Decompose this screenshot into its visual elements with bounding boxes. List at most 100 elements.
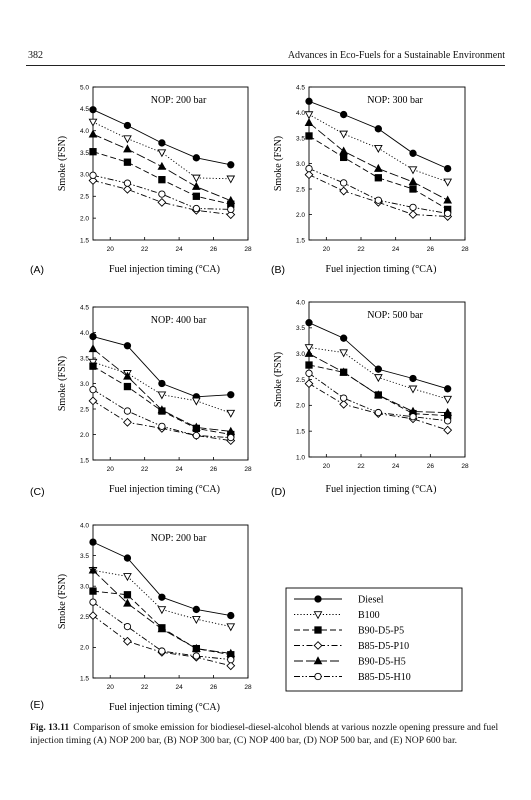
data-point xyxy=(123,591,132,599)
data-point xyxy=(158,647,166,655)
legend-label: B85-D5-P10 xyxy=(358,641,409,652)
data-point xyxy=(123,636,132,646)
x-tick-label: 24 xyxy=(175,466,183,473)
data-point xyxy=(88,611,98,621)
chart-title: NOP: 300 bar xyxy=(367,95,423,106)
data-point xyxy=(123,417,132,427)
data-point xyxy=(89,106,97,114)
data-point xyxy=(88,129,98,138)
x-tick-label: 22 xyxy=(357,246,365,253)
chart-panel-c: 20 22 24 26 28 1.5 2.0 2.5 3.0 3.5 4.0 4.5 NOP: 400 … xyxy=(30,304,252,498)
panel-label: (D) xyxy=(271,486,286,498)
y-tick-label: 3.0 xyxy=(80,584,89,591)
data-point xyxy=(89,587,97,595)
data-point xyxy=(123,158,132,166)
data-point xyxy=(123,407,132,415)
data-point xyxy=(89,598,97,606)
y-tick-label: 2.0 xyxy=(296,403,305,410)
data-point xyxy=(123,121,132,130)
y-tick-label: 3.5 xyxy=(80,150,89,157)
data-point xyxy=(444,385,452,393)
data-point xyxy=(305,97,313,105)
series-b90-d5-h5 xyxy=(304,117,453,204)
data-point xyxy=(89,385,97,394)
y-tick-label: 4.5 xyxy=(80,106,89,113)
data-point xyxy=(226,175,236,184)
data-point xyxy=(339,130,349,139)
legend-entry: B85-D5-P10 xyxy=(294,641,409,652)
series-line xyxy=(308,135,448,210)
x-tick-label: 26 xyxy=(210,684,218,691)
series-b100 xyxy=(88,567,236,632)
data-point xyxy=(158,422,166,430)
data-point xyxy=(191,615,201,624)
data-point xyxy=(409,149,417,157)
series-b90-d5-h5 xyxy=(88,565,236,657)
data-point xyxy=(227,655,235,664)
x-tick-label: 20 xyxy=(107,466,115,473)
series-b85-d5-h10 xyxy=(89,171,235,214)
data-point xyxy=(408,177,418,186)
y-tick-label: 3.0 xyxy=(296,351,305,358)
series-b100 xyxy=(88,118,236,184)
x-tick-label: 26 xyxy=(210,246,218,253)
figure: 20 22 24 26 28 1.5 2.0 2.5 3.0 3.5 4.0 4.5 5.0 NOP: 2… xyxy=(30,84,469,713)
y-tick-label: 3.0 xyxy=(296,161,305,168)
y-tick-label: 2.5 xyxy=(80,406,89,413)
series-line xyxy=(92,541,231,617)
legend-swatch-marker xyxy=(313,656,323,665)
legend-entry: B90-D5-P5 xyxy=(294,626,404,637)
series-line xyxy=(308,100,448,170)
x-axis-label: Fuel injection timing (°CA) xyxy=(109,264,220,275)
y-axis-label: Smoke (FSN) xyxy=(57,136,68,191)
data-point xyxy=(158,190,166,198)
y-tick-label: 5.0 xyxy=(80,84,89,91)
figure-caption: Fig. 13.11 Comparison of smoke emission f… xyxy=(30,722,505,747)
series-diesel xyxy=(305,319,452,393)
x-axis-label: Fuel injection timing (°CA) xyxy=(326,264,437,275)
data-point xyxy=(123,554,132,562)
data-point xyxy=(157,391,167,400)
data-point xyxy=(192,204,200,213)
panel-label: (C) xyxy=(30,486,45,498)
data-point xyxy=(226,210,236,220)
series-b100 xyxy=(304,344,453,404)
x-tick-label: 28 xyxy=(244,466,252,473)
data-point xyxy=(157,606,167,615)
data-point xyxy=(443,407,453,416)
data-point xyxy=(88,118,98,127)
x-tick-label: 20 xyxy=(323,463,331,470)
data-point xyxy=(304,111,314,120)
data-point xyxy=(123,342,132,350)
data-point xyxy=(123,371,132,380)
data-point xyxy=(157,149,167,158)
data-point xyxy=(192,605,200,614)
legend: Diesel B100 B90-D5-P5 B85-D5-P10 B90-D5-H5 B8… xyxy=(285,587,463,692)
data-point xyxy=(305,361,313,369)
y-tick-label: 4.0 xyxy=(296,299,305,306)
legend-label: B85-D5-H10 xyxy=(358,672,411,683)
y-tick-label: 2.0 xyxy=(80,645,89,652)
data-point xyxy=(339,399,349,409)
data-point xyxy=(227,161,235,169)
panel-label: (A) xyxy=(30,264,44,276)
data-point xyxy=(192,192,200,200)
data-point xyxy=(443,178,453,187)
data-point xyxy=(373,163,383,172)
y-tick-label: 4.0 xyxy=(80,522,89,529)
data-point xyxy=(226,623,236,632)
data-point xyxy=(339,186,349,196)
y-axis-label: Smoke (FSN) xyxy=(57,356,68,411)
data-point xyxy=(158,176,166,184)
y-tick-label: 1.5 xyxy=(296,428,305,435)
y-tick-label: 1.5 xyxy=(80,237,89,244)
data-point xyxy=(305,369,313,377)
data-point xyxy=(157,624,167,633)
y-tick-label: 2.5 xyxy=(296,377,305,384)
data-point xyxy=(374,125,382,133)
data-point xyxy=(339,367,349,376)
data-point xyxy=(373,374,383,383)
data-point xyxy=(374,174,382,182)
y-tick-label: 1.0 xyxy=(296,454,305,461)
data-point xyxy=(226,195,236,204)
